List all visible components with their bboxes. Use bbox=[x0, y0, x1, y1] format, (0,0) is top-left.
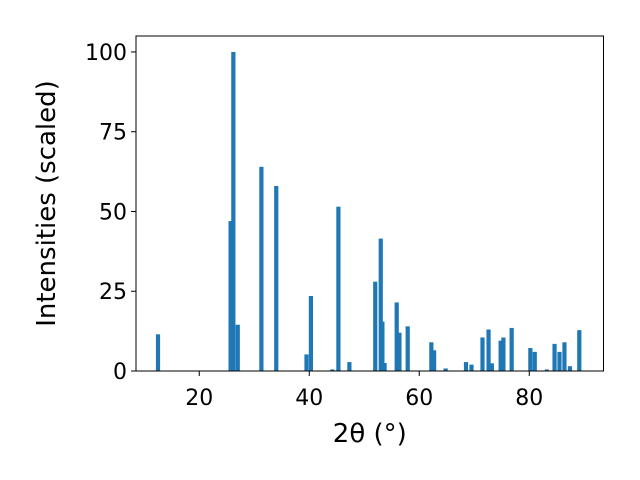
y-tick-label: 75 bbox=[99, 121, 127, 146]
bar bbox=[259, 166, 264, 371]
bar bbox=[394, 302, 399, 371]
x-tick-label: 80 bbox=[515, 386, 543, 411]
bar bbox=[577, 330, 582, 371]
y-axis-ticks: 0 25 50 75 100 bbox=[85, 41, 136, 385]
bar bbox=[544, 369, 549, 371]
bar bbox=[498, 340, 503, 371]
y-tick-label: 50 bbox=[99, 200, 127, 225]
bar bbox=[562, 342, 567, 371]
bar bbox=[480, 337, 485, 371]
bar bbox=[228, 221, 233, 371]
x-tick-label: 20 bbox=[185, 386, 213, 411]
bar bbox=[380, 321, 385, 371]
bar bbox=[373, 281, 378, 371]
bar bbox=[469, 364, 474, 371]
bar bbox=[330, 369, 335, 371]
bar bbox=[382, 363, 387, 371]
y-tick-label: 25 bbox=[99, 280, 127, 305]
bar bbox=[567, 366, 573, 371]
bar bbox=[235, 324, 240, 371]
bar bbox=[405, 326, 410, 371]
x-tick-label: 40 bbox=[295, 386, 323, 411]
bar bbox=[432, 350, 437, 371]
bar bbox=[336, 206, 341, 371]
y-axis-label: Intensities (scaled) bbox=[32, 80, 62, 327]
bar bbox=[231, 51, 236, 371]
bar bbox=[557, 351, 562, 371]
x-tick-label: 60 bbox=[405, 386, 433, 411]
bar bbox=[532, 351, 537, 371]
bar bbox=[463, 362, 469, 371]
bar bbox=[552, 343, 557, 371]
y-tick-label: 0 bbox=[113, 360, 127, 385]
bar bbox=[308, 296, 313, 371]
x-axis-label: 2θ (°) bbox=[333, 419, 407, 449]
bar bbox=[528, 348, 533, 371]
bar bbox=[486, 329, 491, 371]
bar bbox=[155, 334, 161, 371]
bar bbox=[443, 368, 448, 371]
y-tick-label: 100 bbox=[85, 41, 127, 66]
bar bbox=[378, 238, 383, 371]
bars-group bbox=[155, 51, 582, 371]
plot-frame bbox=[135, 35, 604, 372]
x-axis-ticks: 20 40 60 80 bbox=[185, 371, 543, 411]
bar bbox=[509, 327, 514, 371]
bar bbox=[489, 363, 494, 371]
bar bbox=[274, 185, 279, 371]
bar bbox=[501, 337, 506, 371]
bar bbox=[397, 332, 402, 371]
bar bbox=[429, 342, 434, 371]
bar bbox=[347, 362, 352, 371]
bar bbox=[304, 354, 309, 371]
